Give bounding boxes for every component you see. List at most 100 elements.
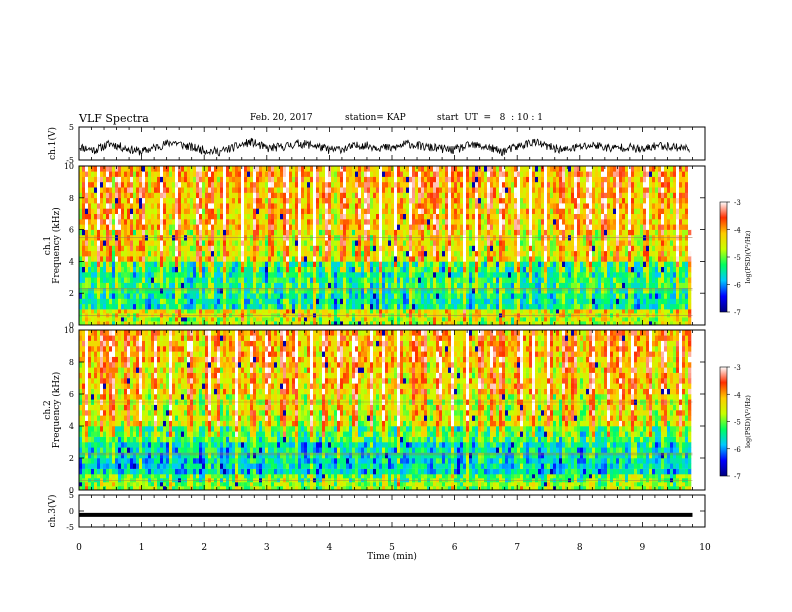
spectrogram-cell xyxy=(358,181,362,188)
spectrogram-cell xyxy=(169,197,173,204)
spectrogram-cell xyxy=(499,282,503,289)
spectrogram-cell xyxy=(412,298,416,305)
spectrogram-cell xyxy=(298,240,302,246)
spectrogram-cell xyxy=(451,317,455,322)
spectrogram-cell xyxy=(97,213,101,220)
spectrogram-cell xyxy=(265,240,269,246)
spectrogram-cell xyxy=(139,197,143,204)
spectrogram-cell xyxy=(277,219,281,225)
spectrogram-cell xyxy=(427,224,431,230)
spectrogram-cell xyxy=(97,272,101,278)
spectrogram-cell xyxy=(109,277,113,283)
spectrogram-cell xyxy=(541,171,545,177)
spectrogram-cell xyxy=(247,224,251,230)
spectrogram-cell xyxy=(349,229,353,236)
spectrogram-cell xyxy=(283,321,287,326)
spectrogram-cell xyxy=(337,277,341,283)
spectrogram-cell xyxy=(463,208,467,214)
spectrogram-cell xyxy=(133,309,137,314)
spectrogram-cell xyxy=(118,303,122,310)
spectrogram-cell xyxy=(271,293,275,299)
spectrogram-cell xyxy=(217,293,221,299)
spectrogram-cell xyxy=(139,245,143,252)
spectrogram-cell xyxy=(448,256,452,262)
spectrogram-cell xyxy=(529,321,533,326)
spectrogram-cell xyxy=(271,224,275,230)
spectrogram-cell xyxy=(169,317,173,322)
spectrogram-cell xyxy=(406,219,410,225)
spectrogram-cell xyxy=(214,261,218,267)
spectrogram-cell xyxy=(181,272,185,278)
spectrogram-cell xyxy=(424,245,428,252)
spectrogram-cell xyxy=(169,203,173,209)
spectrogram-cell xyxy=(523,261,527,267)
spectrogram-cell xyxy=(325,321,329,326)
spectrogram-cell xyxy=(184,229,188,236)
spectrogram-cell xyxy=(376,321,380,326)
spectrogram-cell xyxy=(424,261,428,267)
spectrogram-cell xyxy=(298,203,302,209)
spectrogram-cell xyxy=(79,171,83,177)
spectrogram-cell xyxy=(424,317,428,322)
spectrogram-cell xyxy=(538,245,542,252)
spectrogram-cell xyxy=(178,229,182,236)
spectrogram-cell xyxy=(256,266,260,273)
spectrogram-cell xyxy=(133,213,137,220)
spectrogram-cell xyxy=(316,213,320,220)
spectrogram-cell xyxy=(433,277,437,283)
spectrogram-cell xyxy=(136,208,140,214)
spectrogram-cell xyxy=(235,208,239,214)
spectrogram-cell xyxy=(358,197,362,204)
spectrogram-cell xyxy=(172,171,176,177)
spectrogram-cell xyxy=(514,298,518,305)
spectrogram-cell xyxy=(199,293,203,299)
spectrogram-cell xyxy=(478,197,482,204)
spectrogram-cell xyxy=(229,245,233,252)
spectrogram-cell xyxy=(508,298,512,305)
spectrogram-cell xyxy=(265,303,269,310)
spectrogram-cell xyxy=(139,282,143,289)
spectrogram-cell xyxy=(538,203,542,209)
spectrogram-cell xyxy=(289,309,293,314)
spectrogram-cell xyxy=(415,208,419,214)
spectrogram-cell xyxy=(103,293,107,299)
spectrogram-cell xyxy=(454,240,458,246)
spectrogram-cell xyxy=(301,309,305,314)
spectrogram-cell xyxy=(412,240,416,246)
spectrogram-cell xyxy=(409,277,413,283)
spectrogram-cell xyxy=(184,256,188,262)
spectrogram-cell xyxy=(328,240,332,246)
spectrogram-cell xyxy=(544,166,548,172)
spectrogram-cell xyxy=(157,261,161,267)
spectrogram-cell xyxy=(199,272,203,278)
spectrogram-cell xyxy=(376,317,380,322)
spectrogram-cell xyxy=(364,266,368,273)
spectrogram-cell xyxy=(97,192,101,199)
spectrogram-cell xyxy=(529,277,533,283)
spectrogram-cell xyxy=(544,229,548,236)
spectrogram-cell xyxy=(124,309,128,314)
spectrogram-cell xyxy=(460,277,464,283)
spectrogram-cell xyxy=(127,197,131,204)
spectrogram-cell xyxy=(523,321,527,326)
spectrogram-cell xyxy=(511,317,515,322)
spectrogram-cell xyxy=(133,240,137,246)
spectrogram-cell xyxy=(481,250,485,257)
spectrogram-cell xyxy=(145,250,149,257)
spectrogram-cell xyxy=(511,309,515,314)
spectrogram-cell xyxy=(307,298,311,305)
spectrogram-cell xyxy=(142,245,146,252)
spectrogram-cell xyxy=(79,303,83,310)
spectrogram-cell xyxy=(496,282,500,289)
spectrogram-cell xyxy=(268,272,272,278)
spectrogram-cell xyxy=(145,298,149,305)
spectrogram-cell xyxy=(334,166,338,172)
spectrogram-cell xyxy=(133,272,137,278)
spectrogram-cell xyxy=(214,224,218,230)
spectrogram-cell xyxy=(178,256,182,262)
spectrogram-cell xyxy=(373,176,377,183)
spectrogram-cell xyxy=(106,282,110,289)
spectrogram-cell xyxy=(214,219,218,225)
spectrogram-cell xyxy=(118,282,122,289)
spectrogram-cell xyxy=(157,282,161,289)
